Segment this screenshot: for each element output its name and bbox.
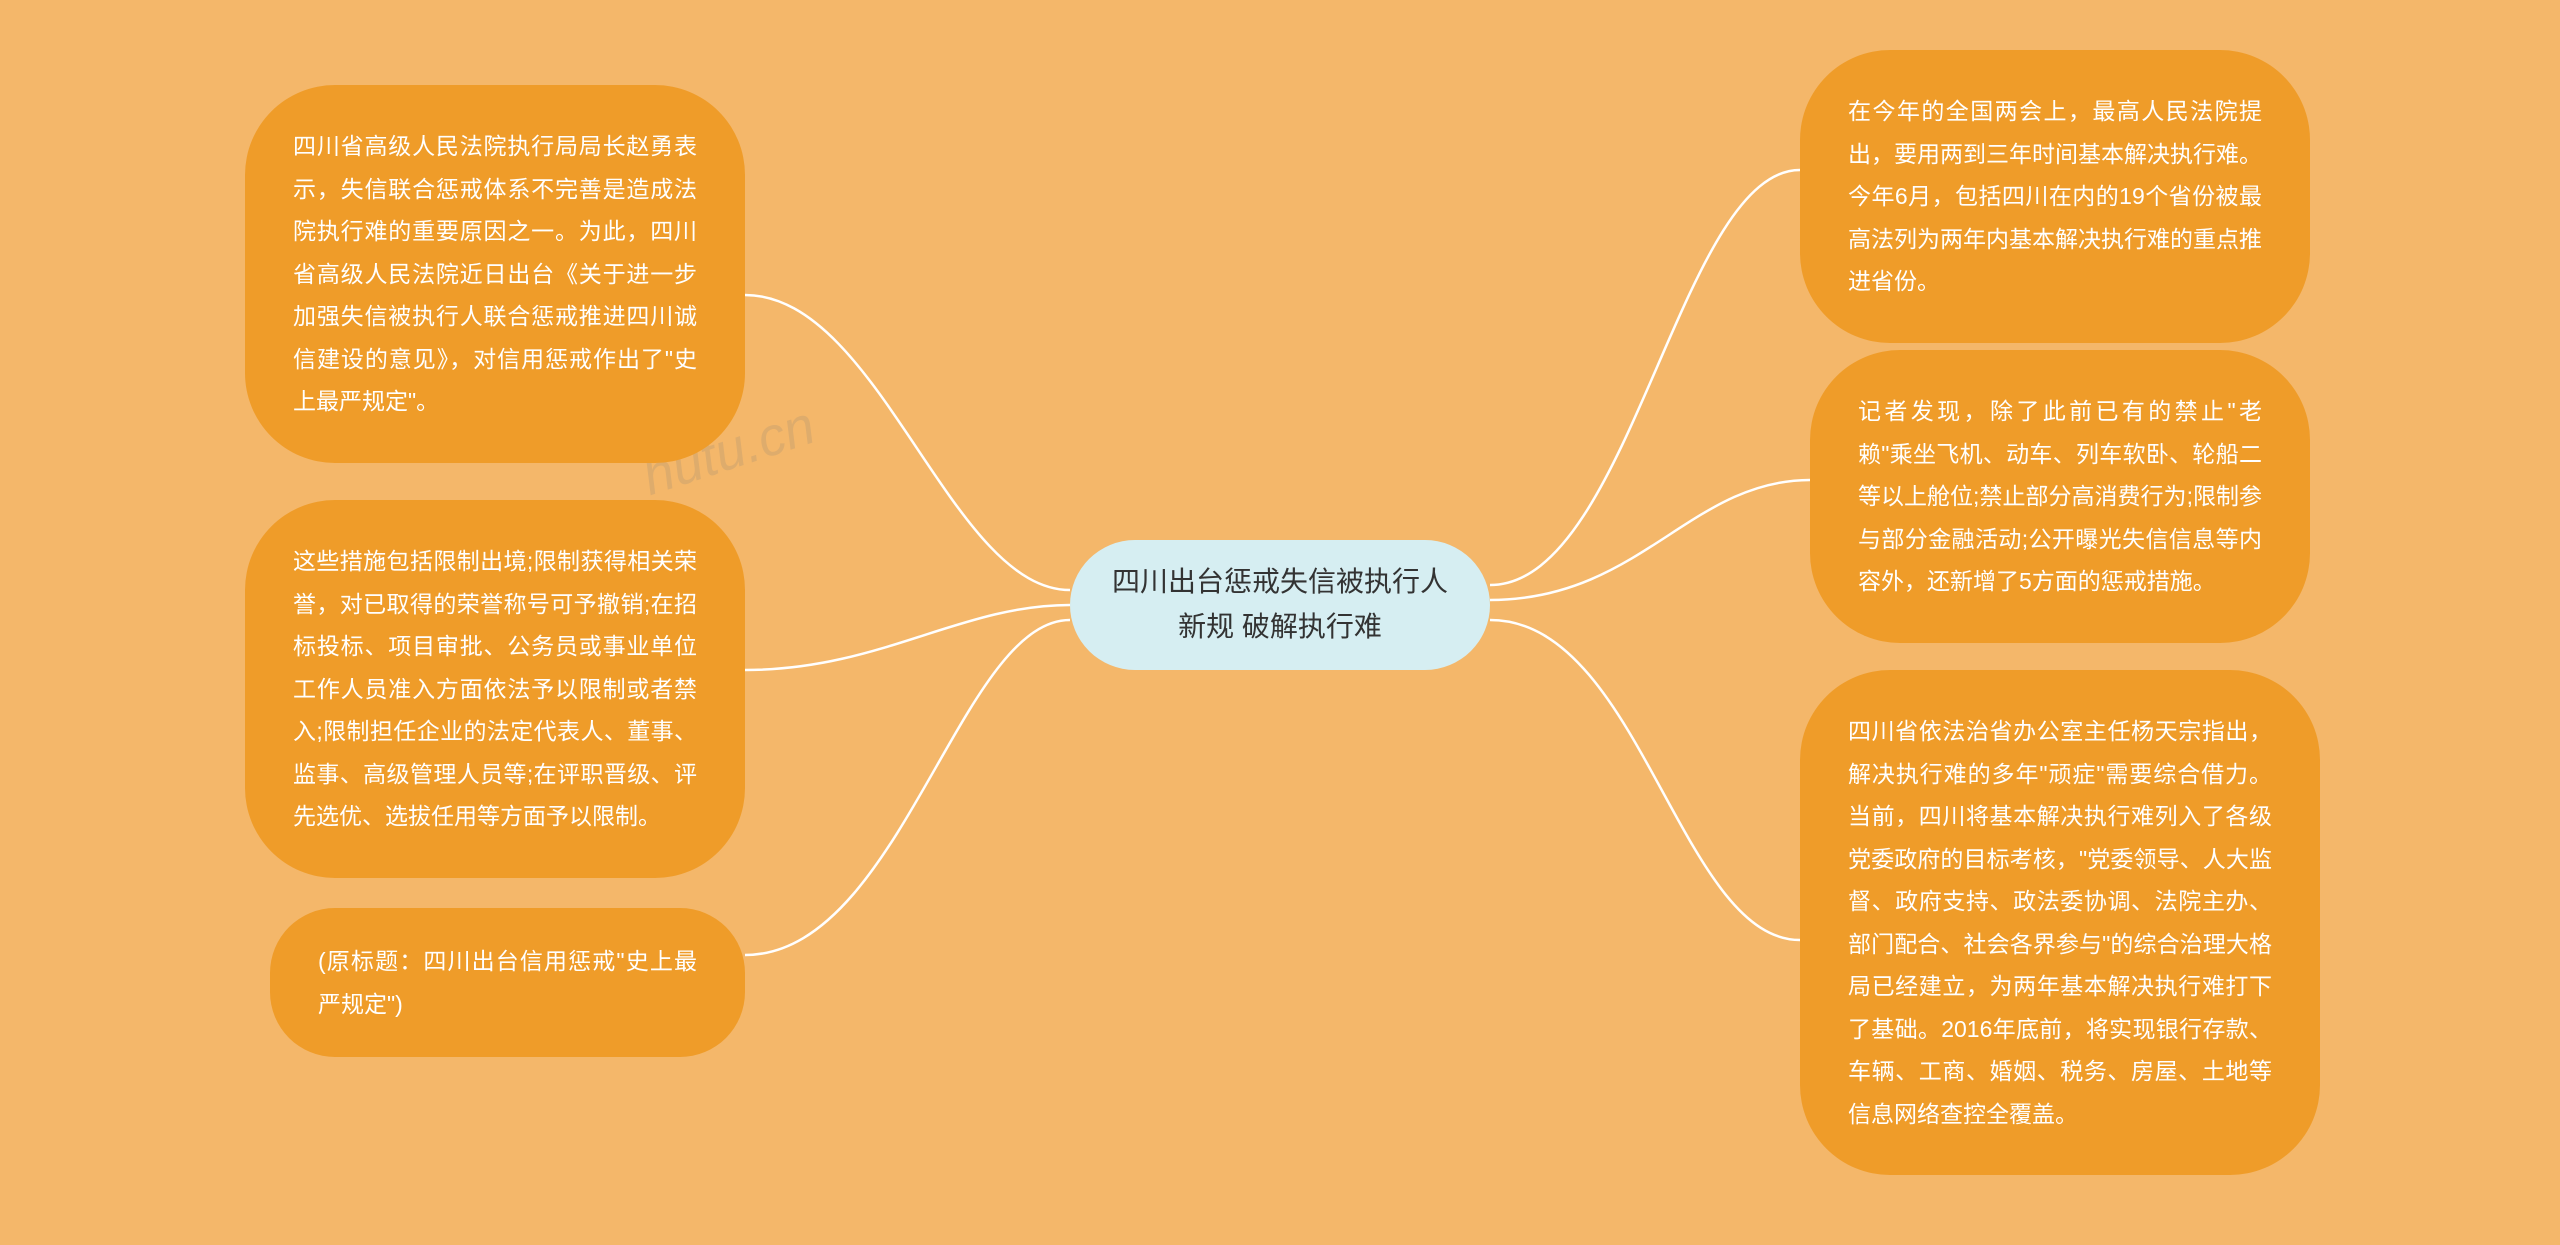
branch-left-3: (原标题：四川出台信用惩戒"史上最严规定") xyxy=(270,908,745,1057)
branch-right-3: 四川省依法治省办公室主任杨天宗指出，解决执行难的多年"顽症"需要综合借力。当前，… xyxy=(1800,670,2320,1175)
branch-left-1: 四川省高级人民法院执行局局长赵勇表示，失信联合惩戒体系不完善是造成法院执行难的重… xyxy=(245,85,745,463)
branch-left-2: 这些措施包括限制出境;限制获得相关荣誉，对已取得的荣誉称号可予撤销;在招标投标、… xyxy=(245,500,745,878)
center-node: 四川出台惩戒失信被执行人新规 破解执行难 xyxy=(1070,540,1490,670)
branch-right-1: 在今年的全国两会上，最高人民法院提出，要用两到三年时间基本解决执行难。今年6月，… xyxy=(1800,50,2310,343)
branch-right-2: 记者发现，除了此前已有的禁止"老赖"乘坐飞机、动车、列车软卧、轮船二等以上舱位;… xyxy=(1810,350,2310,643)
